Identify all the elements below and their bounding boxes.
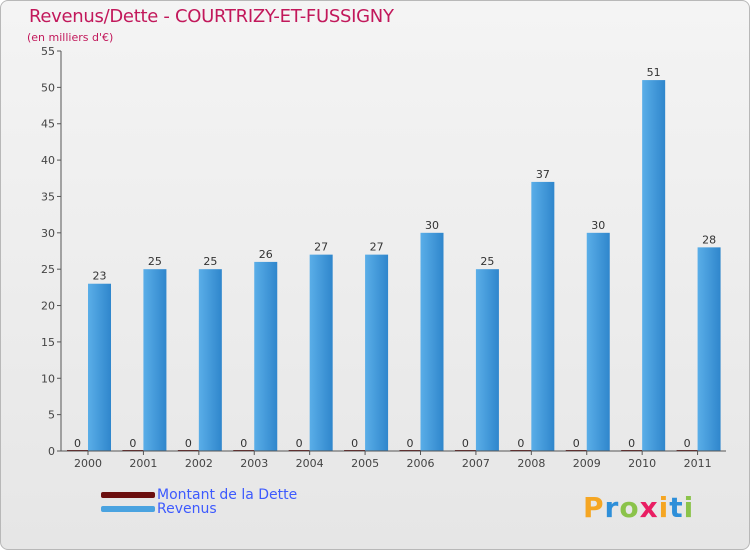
legend-label-revenus: Revenus [157,501,217,517]
y-tick-label: 5 [48,409,55,422]
value-label-revenus-2007: 25 [480,255,494,268]
legend-swatch-dette [101,492,155,498]
legend-item-revenus: Revenus [101,501,217,517]
y-tick-label: 50 [41,81,55,94]
bar-revenus-2011 [697,247,721,451]
chart-subtitle: (en milliers d'€) [27,31,114,44]
x-tick-label-2006: 2006 [407,457,435,470]
bar-revenus-2010 [642,80,666,451]
x-tick-label-2011: 2011 [684,457,712,470]
value-label-revenus-2000: 23 [93,270,107,283]
value-label-dette-2000: 0 [74,437,81,450]
legend-swatch-revenus [101,506,155,512]
legend-label-dette: Montant de la Dette [157,487,298,503]
value-label-dette-2010: 0 [628,437,635,450]
bar-revenus-2008 [531,181,555,451]
value-label-revenus-2006: 30 [425,219,439,232]
y-tick-label: 45 [41,118,55,131]
y-tick-label: 40 [41,154,55,167]
value-label-dette-2008: 0 [517,437,524,450]
y-tick-label: 10 [41,372,55,385]
y-tick-label: 35 [41,190,55,203]
value-label-dette-2009: 0 [573,437,580,450]
bar-revenus-2000 [88,283,111,451]
value-label-dette-2004: 0 [296,437,303,450]
value-label-dette-2007: 0 [462,437,469,450]
bars [67,80,721,451]
y-tick-label: 55 [41,45,55,58]
logo-letter: i [658,491,670,524]
value-label-dette-2005: 0 [351,437,358,450]
y-tick-label: 15 [41,336,55,349]
bar-revenus-2003 [254,261,278,451]
value-label-revenus-2005: 27 [370,241,384,254]
labels: 0 23 0 25 0 25 0 26 0 27 0 27 0 30 0 25 0 37 0 30 0 51 0 28 [74,66,716,450]
value-label-revenus-2011: 28 [702,233,716,246]
bar-revenus-2004 [309,254,333,451]
x-tick-label-2001: 2001 [129,457,157,470]
bar-revenus-2007 [475,269,499,451]
value-label-dette-2003: 0 [240,437,247,450]
value-label-dette-2011: 0 [684,437,691,450]
value-label-revenus-2009: 30 [591,219,605,232]
logo-letter: o [619,491,640,524]
logo-letter: i [683,491,695,524]
proxiti-logo: Proxiti [583,491,694,524]
value-label-revenus-2010: 51 [647,66,661,79]
x-tick-label-2002: 2002 [185,457,213,470]
chart-title: Revenus/Dette - COURTRIZY-ET-FUSSIGNY [29,6,394,27]
x-tick-label-2004: 2004 [296,457,324,470]
x-tick-label-2000: 2000 [74,457,102,470]
value-label-revenus-2008: 37 [536,168,550,181]
bar-revenus-2009 [586,232,610,451]
logo-letter: P [583,491,605,524]
logo-letter: r [604,491,620,524]
bar-revenus-2001 [143,269,167,451]
x-tick-label-2010: 2010 [628,457,656,470]
bar-revenus-2006 [420,232,444,451]
y-tick-label: 20 [41,300,55,313]
x-tick-label-2009: 2009 [573,457,601,470]
x-tick-label-2008: 2008 [517,457,545,470]
logo-letter: t [669,491,684,524]
x-tick-label-2007: 2007 [462,457,490,470]
value-label-dette-2002: 0 [185,437,192,450]
x-tick-label-2005: 2005 [351,457,379,470]
value-label-dette-2006: 0 [407,437,414,450]
value-label-revenus-2003: 26 [259,248,273,261]
bar-revenus-2005 [365,254,389,451]
value-label-revenus-2004: 27 [314,241,328,254]
logo-letter: x [639,491,659,524]
y-tick-label: 0 [48,445,55,458]
bar-revenus-2002 [198,269,222,451]
value-label-revenus-2002: 25 [203,255,217,268]
value-label-dette-2001: 0 [129,437,136,450]
x-tick-label-2003: 2003 [240,457,268,470]
y-tick-label: 30 [41,227,55,240]
value-label-revenus-2001: 25 [148,255,162,268]
legend-item-dette: Montant de la Dette [101,487,298,503]
y-tick-label: 25 [41,263,55,276]
